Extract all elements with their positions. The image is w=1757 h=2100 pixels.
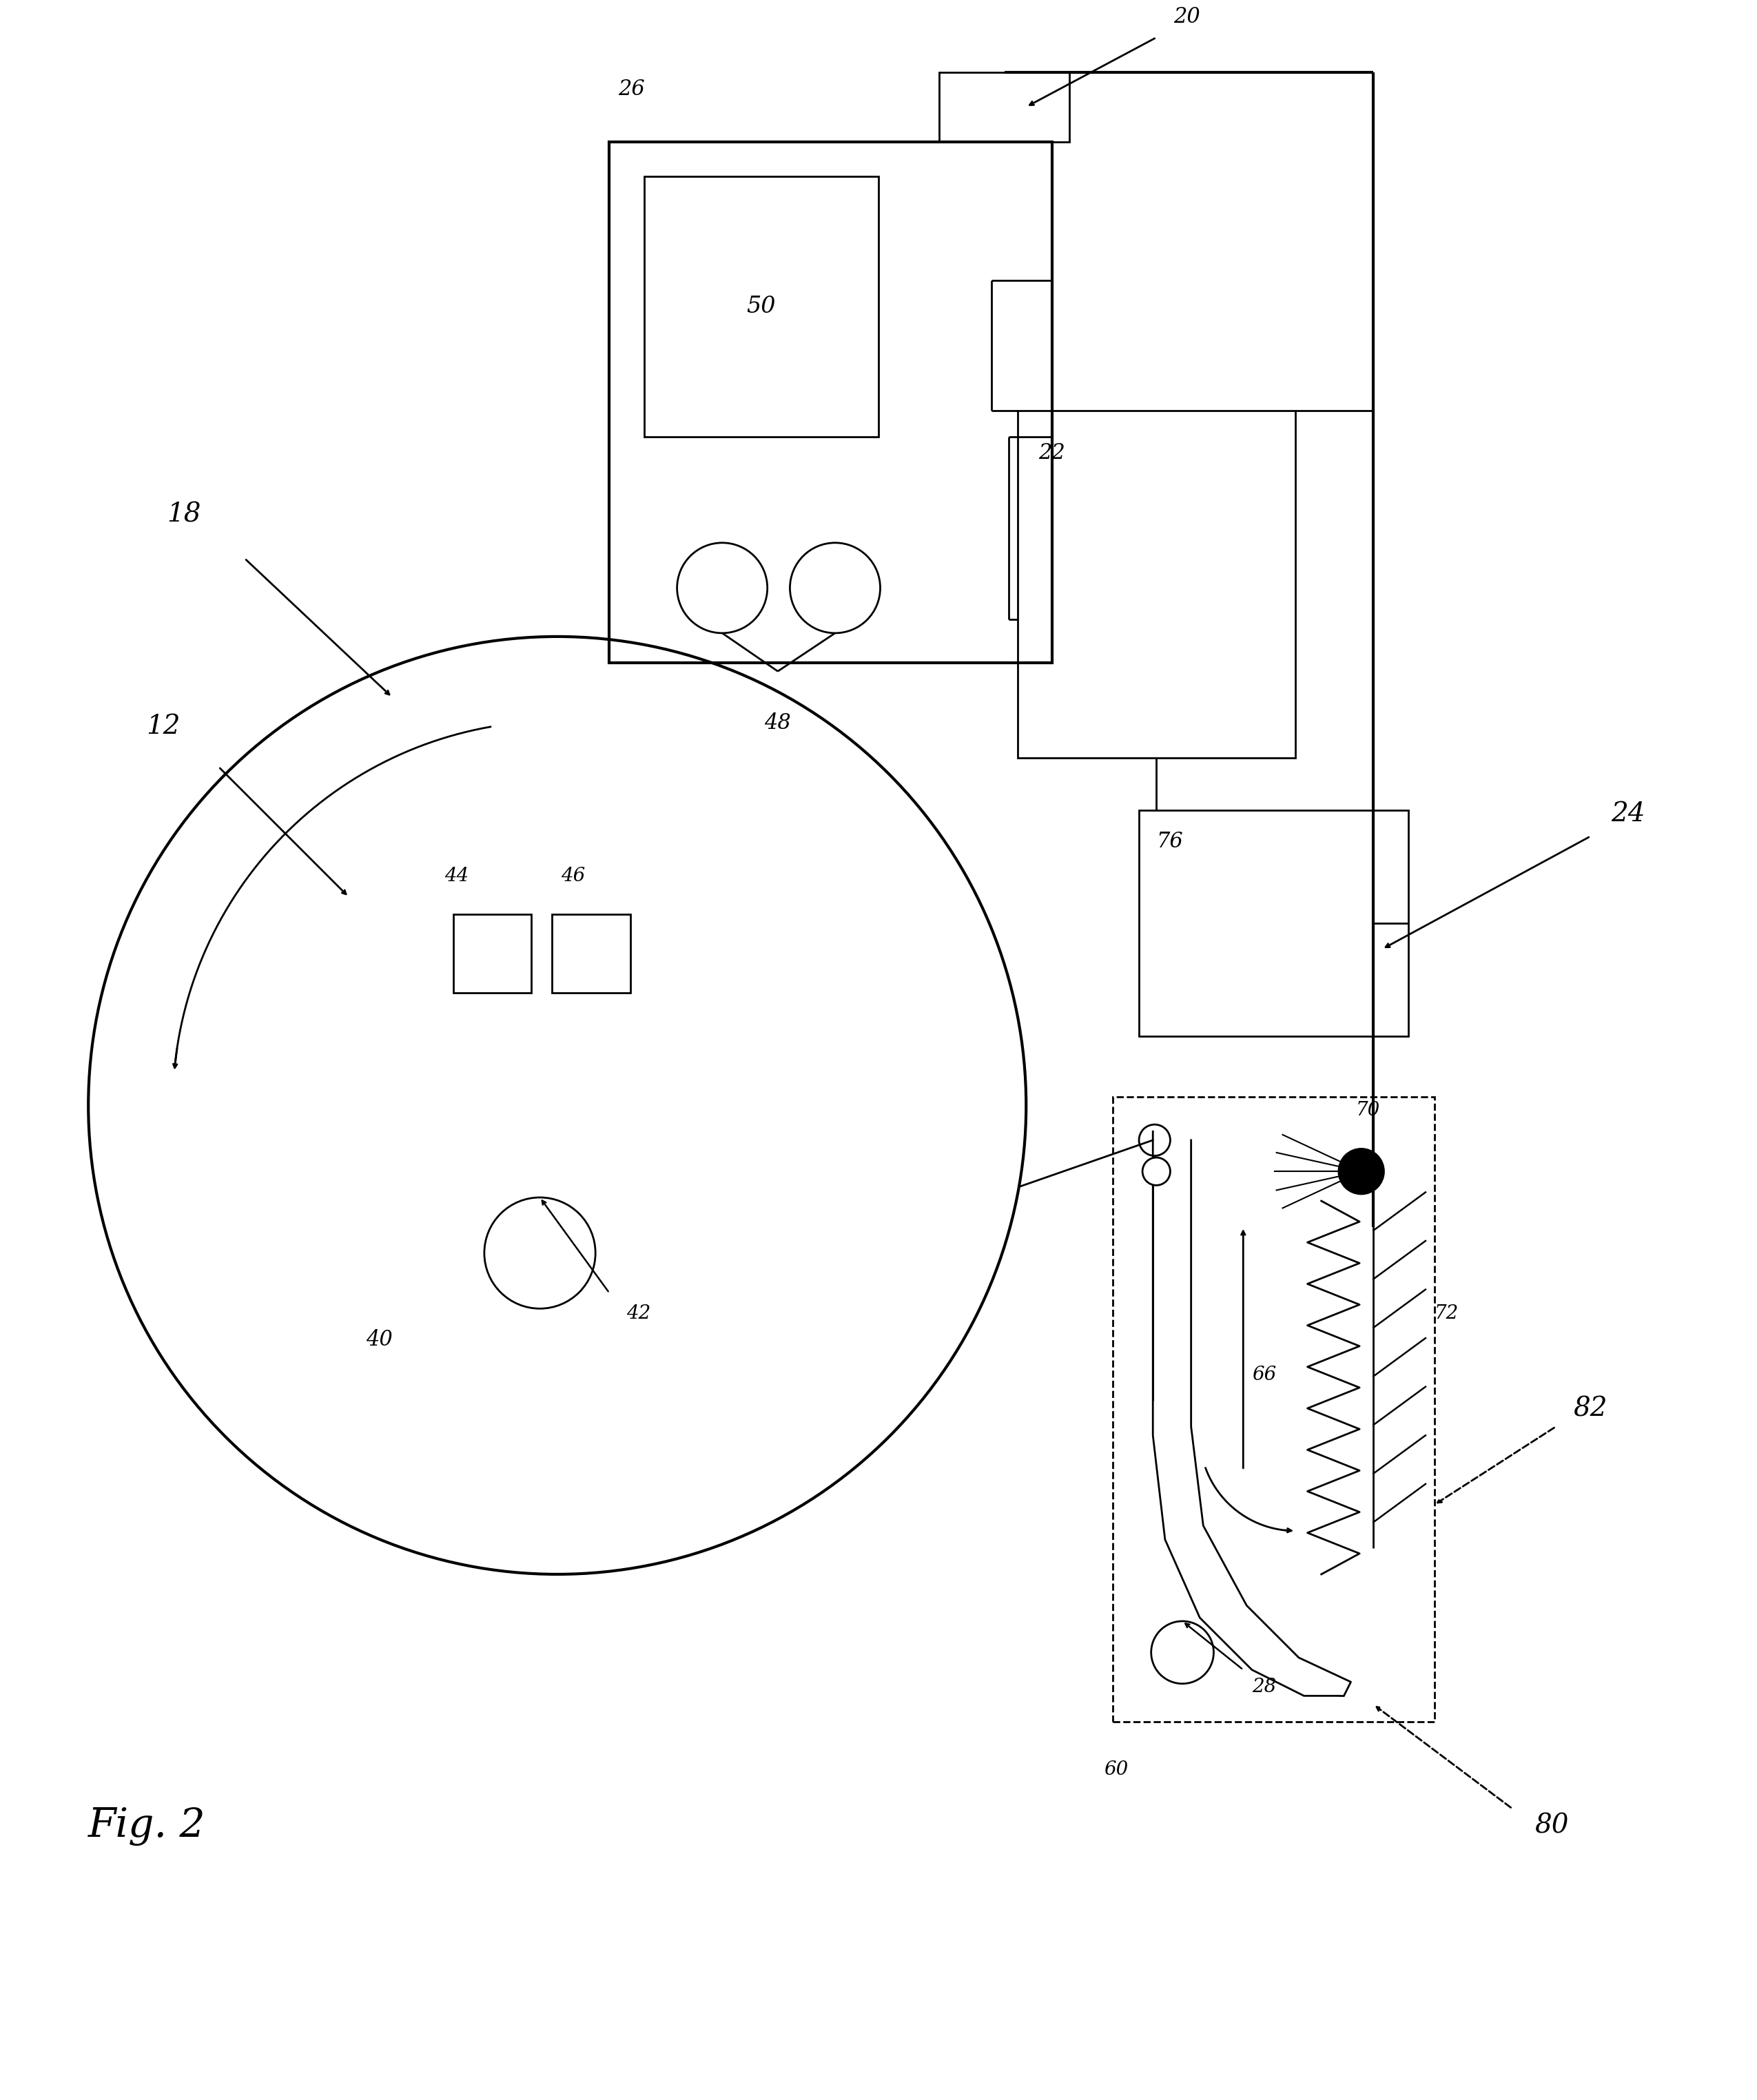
Circle shape xyxy=(88,636,1026,1575)
Bar xyxy=(610,141,1052,664)
Text: 42: 42 xyxy=(627,1304,652,1323)
Text: 18: 18 xyxy=(167,502,200,527)
Bar xyxy=(552,913,631,993)
Circle shape xyxy=(1139,1124,1170,1155)
Circle shape xyxy=(791,542,880,632)
Text: 48: 48 xyxy=(764,712,791,735)
Text: 70: 70 xyxy=(1356,1100,1381,1119)
Text: 28: 28 xyxy=(1253,1678,1276,1697)
Text: 24: 24 xyxy=(1611,800,1646,827)
Circle shape xyxy=(1142,1157,1170,1184)
Bar xyxy=(1139,811,1407,1035)
Circle shape xyxy=(1339,1149,1385,1195)
Text: 40: 40 xyxy=(365,1329,394,1350)
Bar xyxy=(940,71,1070,141)
Circle shape xyxy=(1151,1621,1214,1684)
Text: 72: 72 xyxy=(1434,1304,1458,1323)
Text: 44: 44 xyxy=(445,867,469,886)
Text: 12: 12 xyxy=(146,714,179,739)
Text: 50: 50 xyxy=(747,296,777,317)
Text: 26: 26 xyxy=(618,80,645,101)
Text: Fig. 2: Fig. 2 xyxy=(88,1806,206,1846)
Text: 46: 46 xyxy=(560,867,585,886)
Text: 20: 20 xyxy=(1174,6,1200,27)
Bar xyxy=(1112,1096,1434,1722)
Text: 66: 66 xyxy=(1253,1365,1276,1384)
Bar xyxy=(1017,412,1295,758)
Text: 60: 60 xyxy=(1103,1760,1128,1779)
Text: 82: 82 xyxy=(1573,1396,1608,1422)
Text: 22: 22 xyxy=(1038,443,1065,464)
Bar xyxy=(645,176,878,437)
Bar xyxy=(453,913,531,993)
Circle shape xyxy=(676,542,768,632)
Text: 80: 80 xyxy=(1536,1812,1569,1840)
Text: 76: 76 xyxy=(1156,832,1182,853)
Circle shape xyxy=(485,1197,596,1308)
